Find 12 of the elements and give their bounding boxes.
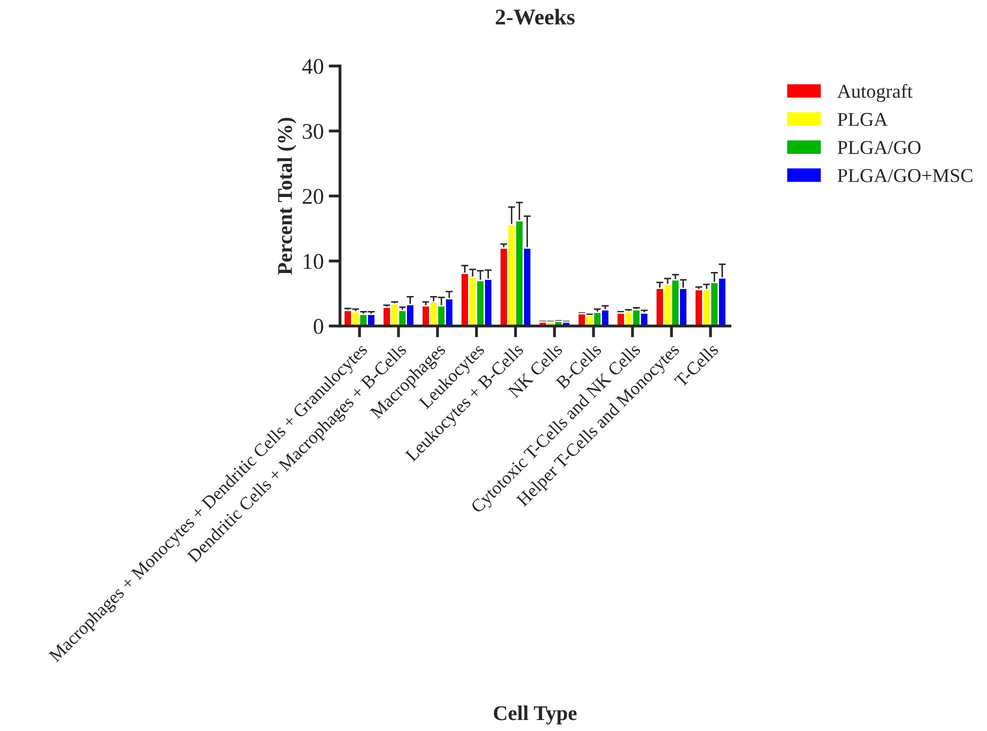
legend-label: PLGA/GO: [838, 140, 921, 154]
x-axis-title: Cell Type: [494, 706, 577, 724]
y-axis-title: Percent Total (%): [277, 118, 296, 275]
legend-label: PLGA: [838, 112, 888, 126]
y-tick-label: 20: [302, 188, 324, 204]
legend-label: PLGA/GO+MSC: [838, 169, 972, 182]
y-tick-label: 0: [314, 318, 324, 334]
y-tick-label: 10: [304, 254, 324, 269]
y-tick-label: 40: [302, 58, 324, 74]
y-tick-label: 30: [302, 124, 324, 139]
chart-title: 2-Weeks: [496, 8, 575, 25]
legend-label: Autograft: [837, 84, 913, 102]
